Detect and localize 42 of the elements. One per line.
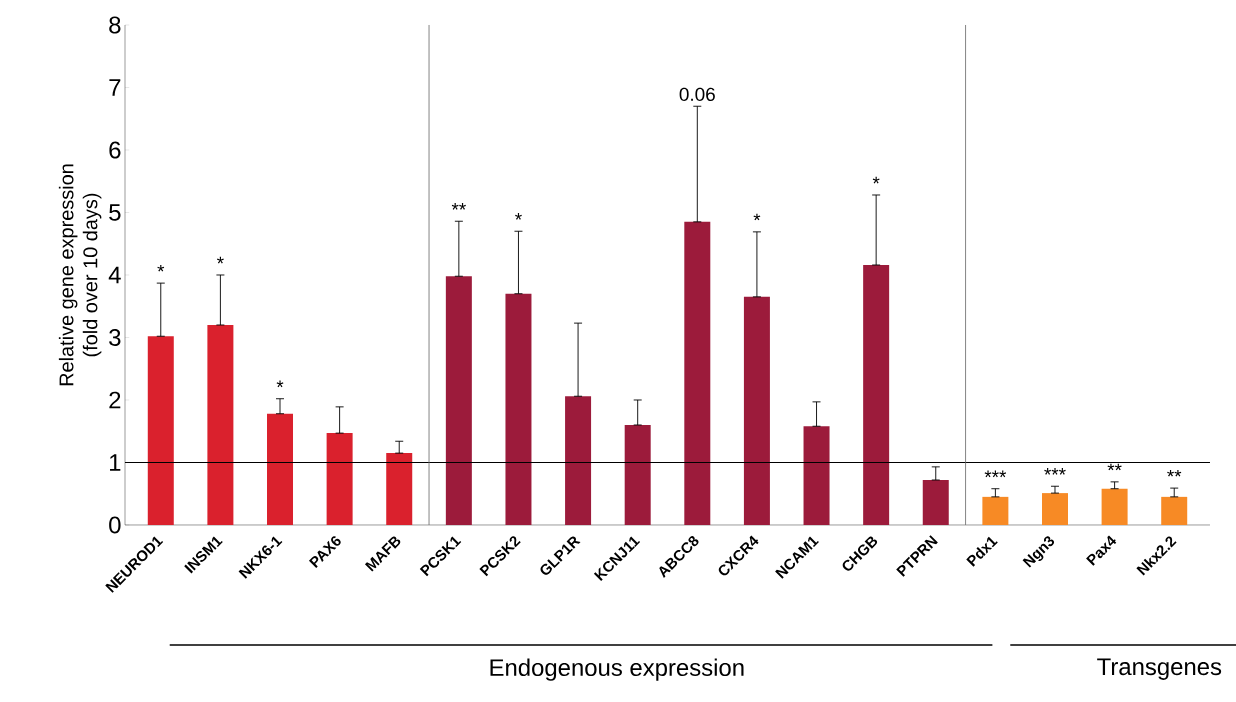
bar — [565, 396, 592, 525]
y-tick-label: 3 — [109, 329, 121, 346]
annotation: * — [515, 213, 522, 220]
annotation: *** — [984, 470, 1007, 478]
bar — [863, 264, 890, 525]
bar — [267, 413, 294, 525]
annotation: * — [157, 264, 165, 272]
annotation: 0.06 — [679, 87, 715, 102]
bar — [147, 336, 174, 525]
y-tick-label: 1 — [110, 454, 121, 471]
annotation: * — [217, 256, 224, 264]
annotation: * — [753, 213, 761, 221]
annotation: * — [872, 176, 880, 184]
bar — [445, 276, 472, 525]
bar — [803, 426, 830, 525]
annotation: ** — [1107, 463, 1122, 471]
y-tick-label: 2 — [109, 391, 121, 409]
bar — [386, 453, 413, 525]
y-axis-title: Relative gene expression (fold over 10 days) — [58, 164, 102, 386]
y-tick-label: 8 — [109, 16, 121, 34]
annotation: *** — [1044, 468, 1066, 475]
annotation: ** — [1167, 469, 1182, 477]
text: Transgenes — [1097, 658, 1222, 680]
bar — [743, 296, 770, 525]
bar — [1101, 488, 1128, 525]
bar — [207, 324, 234, 525]
y-tick-label: 5 — [109, 204, 121, 221]
bar — [505, 293, 532, 525]
y-tick-label: 6 — [109, 141, 121, 159]
annotation: ** — [451, 203, 466, 210]
text: Endogenous expression — [490, 658, 744, 681]
bar — [624, 424, 651, 525]
bar — [1041, 493, 1068, 525]
bar — [1161, 496, 1188, 525]
bar — [922, 479, 949, 525]
y-tick-label: 7 — [109, 79, 121, 96]
bar — [982, 496, 1009, 525]
bar — [326, 433, 353, 525]
annotation: * — [276, 380, 284, 388]
bar — [684, 221, 711, 525]
y-tick-label: 0 — [109, 516, 121, 534]
y-tick-label: 4 — [108, 266, 121, 284]
